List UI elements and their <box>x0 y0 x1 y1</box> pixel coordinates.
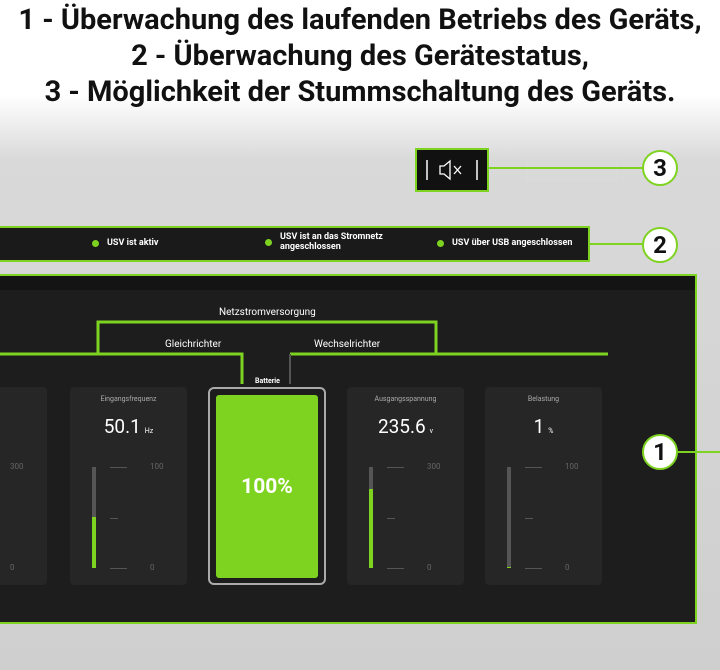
gauge-track <box>507 467 511 568</box>
callout: 3 <box>642 150 678 186</box>
gauge-track <box>92 467 96 568</box>
card-value: 235.6 v <box>347 415 464 438</box>
flow-label: Wechselrichter <box>314 339 381 350</box>
card-title: Belastung <box>527 395 560 403</box>
value: 1 <box>533 415 545 438</box>
battery: 100% <box>208 387 326 585</box>
status-item: USV ist an das Stromnetz angeschlossen <box>265 232 385 252</box>
gauge-max: 100 <box>150 462 164 471</box>
header-line: 3 - Möglichkeit der Stummschaltung des G… <box>44 75 676 109</box>
mute-icon <box>426 159 478 181</box>
mute-button[interactable] <box>415 148 489 192</box>
gauge-tick <box>110 467 127 468</box>
metric-card: Eingangsfrequenz 50.1 Hz 100 0 <box>70 387 187 585</box>
gauge-track <box>369 467 373 568</box>
header-line: 2 - Überwachung des Gerätestatus, <box>131 39 589 73</box>
battery-level: 100% <box>216 395 318 578</box>
flow-label: Gleichrichter <box>165 339 222 350</box>
gauge-min: 0 <box>10 563 15 572</box>
value: 50.1 <box>103 415 141 438</box>
gauge-fill <box>369 488 373 568</box>
card-value: 1% <box>485 415 602 438</box>
callout: 2 <box>642 227 678 263</box>
gauge-max: 100 <box>565 462 579 471</box>
type-select[interactable] <box>527 158 617 180</box>
metric-card: annung .7v 300 0 <box>0 387 47 585</box>
metric-card: Ausgangsspannung 235.6 v 300 0 <box>347 387 464 585</box>
card-value: 50.1 Hz <box>70 415 187 438</box>
card-title: Eingangsfrequenz <box>100 395 157 403</box>
callout: 1 <box>642 434 678 470</box>
gauge-tick <box>525 568 542 569</box>
battery-label: Batterie <box>255 377 280 385</box>
value: 235.6 <box>377 415 426 438</box>
gauge-tick <box>387 518 395 519</box>
gauge-min: 0 <box>427 563 432 572</box>
connector <box>677 451 720 453</box>
gauge-max: 300 <box>10 462 24 471</box>
metric-card: Belastung 1% 100 0 <box>485 387 602 585</box>
gauge-min: 0 <box>150 563 155 572</box>
unit: v <box>429 427 434 435</box>
unit: Hz <box>144 427 154 435</box>
gauge-tick <box>387 467 404 468</box>
status-item: USV ist aktiv <box>92 238 159 248</box>
gauge-fill <box>507 567 511 568</box>
gauge-tick <box>387 568 404 569</box>
gauge-tick <box>525 518 533 519</box>
status-text: USV ist an das Stromnetz angeschlossen <box>280 232 383 252</box>
gauge-fill <box>92 517 96 568</box>
gauge-tick <box>110 568 127 569</box>
card-value: .7v <box>0 415 47 438</box>
status-bar: USV ist aktiv USV ist an das Stromnetz a… <box>0 226 590 262</box>
card-title: Ausgangsspannung <box>374 395 437 403</box>
panel-top <box>0 276 695 290</box>
status-text: USV ist aktiv <box>107 238 159 248</box>
gauge-tick <box>525 467 542 468</box>
header-line: 1 - Überwachung des laufenden Betriebs d… <box>18 3 702 37</box>
status-text: USV über USB angeschlossen <box>452 238 573 248</box>
unit: % <box>548 427 554 435</box>
gauge-min: 0 <box>565 563 570 572</box>
flow-lines <box>0 320 608 384</box>
flow-label: Netzstromversorgung <box>219 307 316 318</box>
gauge-tick <box>110 518 118 519</box>
connector <box>590 243 643 245</box>
card-title: annung <box>0 395 47 403</box>
gauge-max: 300 <box>427 462 441 471</box>
connector <box>487 167 643 169</box>
status-item: USV über USB angeschlossen <box>437 238 572 248</box>
